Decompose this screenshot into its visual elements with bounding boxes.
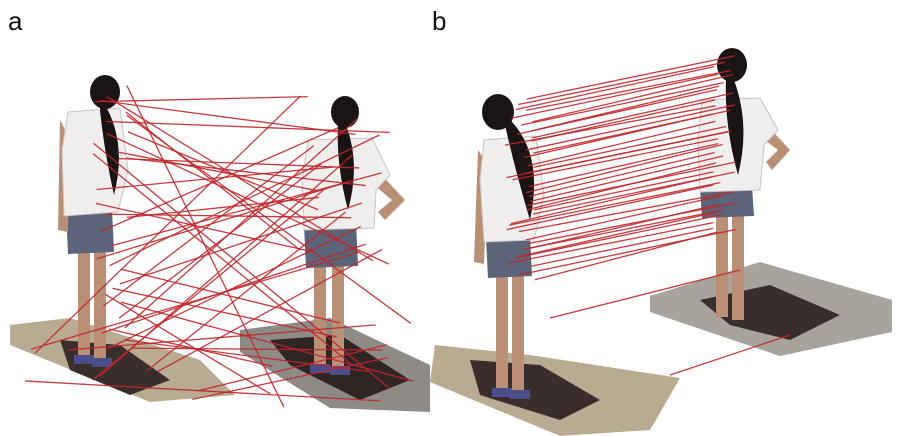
figure: a b xyxy=(0,0,897,436)
panel-b: b xyxy=(430,6,892,436)
correspondence-line xyxy=(670,335,790,375)
leg xyxy=(496,272,508,390)
shoe xyxy=(492,388,512,397)
shorts xyxy=(486,236,532,278)
shoe xyxy=(510,390,530,399)
shoe xyxy=(74,355,94,364)
panel-label: a xyxy=(8,6,23,36)
shorts xyxy=(66,210,114,254)
leg xyxy=(716,212,728,317)
leg xyxy=(78,248,90,358)
leg xyxy=(512,272,524,392)
head xyxy=(90,75,120,109)
correspondence-line xyxy=(509,223,714,263)
leg xyxy=(94,248,106,360)
leg xyxy=(314,262,326,367)
correspondence-line xyxy=(121,269,340,323)
panel-label: b xyxy=(432,6,446,36)
correspondence-line xyxy=(100,101,356,135)
panel-a: a xyxy=(8,6,430,412)
leg xyxy=(732,212,744,320)
correspondence-line xyxy=(95,97,307,102)
correspondence-line xyxy=(516,67,714,110)
